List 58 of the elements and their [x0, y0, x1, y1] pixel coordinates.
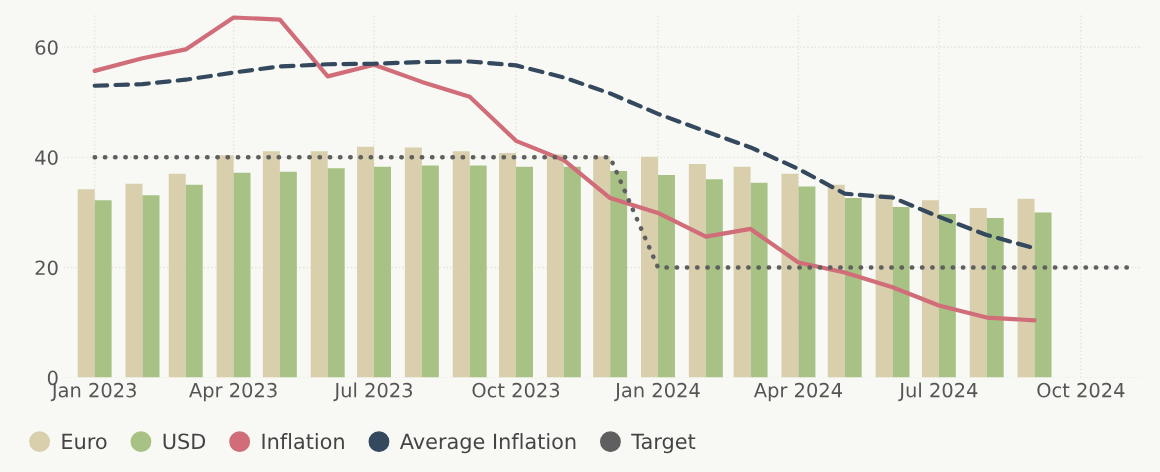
x-tick-label: Jan 2024 — [614, 382, 700, 402]
bar — [733, 166, 751, 378]
line-series — [92, 15, 1037, 323]
legend-label: Inflation — [262, 433, 344, 450]
bar — [374, 166, 391, 378]
bar — [938, 214, 956, 378]
bar — [262, 151, 280, 378]
bar — [233, 172, 251, 378]
legend-label: Euro — [62, 433, 107, 450]
bar — [546, 154, 564, 378]
bar — [641, 156, 658, 378]
bar — [798, 186, 816, 378]
x-tick-label: Jul 2024 — [898, 382, 978, 402]
bar — [516, 166, 533, 378]
bar — [827, 184, 845, 378]
y-tick-label: 20 — [35, 260, 58, 276]
x-tick-label: Oct 2024 — [1037, 382, 1125, 398]
bar — [563, 166, 581, 378]
bar — [688, 163, 706, 378]
bar — [892, 206, 910, 378]
bar — [185, 184, 203, 378]
bar — [279, 171, 297, 378]
bar — [610, 171, 628, 378]
bar — [875, 194, 893, 378]
bar — [357, 146, 375, 378]
bar — [168, 173, 186, 378]
bar — [327, 168, 345, 378]
bar — [657, 174, 675, 378]
bar — [421, 165, 439, 378]
bar — [404, 147, 422, 378]
bar — [986, 217, 1004, 378]
bar — [310, 151, 328, 378]
bar — [705, 179, 723, 378]
bar — [469, 165, 487, 378]
x-tick-label: Jul 2023 — [333, 382, 413, 402]
bar — [94, 200, 112, 378]
legend-label: Target — [631, 433, 696, 454]
bar — [452, 151, 470, 378]
y-tick-label: 60 — [35, 40, 58, 55]
bar — [125, 183, 143, 378]
bar — [216, 155, 234, 378]
x-tick-label: Apr 2023 — [189, 382, 277, 402]
bar — [921, 200, 939, 378]
bar — [750, 182, 768, 378]
bar — [142, 195, 160, 378]
bar — [969, 207, 987, 378]
legend-label: USD — [163, 433, 206, 450]
bar — [781, 173, 799, 378]
bar — [844, 198, 862, 378]
bar — [77, 189, 95, 378]
bar — [593, 156, 611, 378]
bar — [499, 152, 516, 378]
x-tick-label: Apr 2024 — [753, 382, 842, 402]
y-tick-label: 40 — [35, 150, 58, 165]
legend-label: Average Inflation — [399, 433, 576, 454]
bar — [1034, 212, 1052, 378]
bar — [1017, 198, 1035, 378]
x-tick-label: Oct 2023 — [472, 382, 560, 398]
